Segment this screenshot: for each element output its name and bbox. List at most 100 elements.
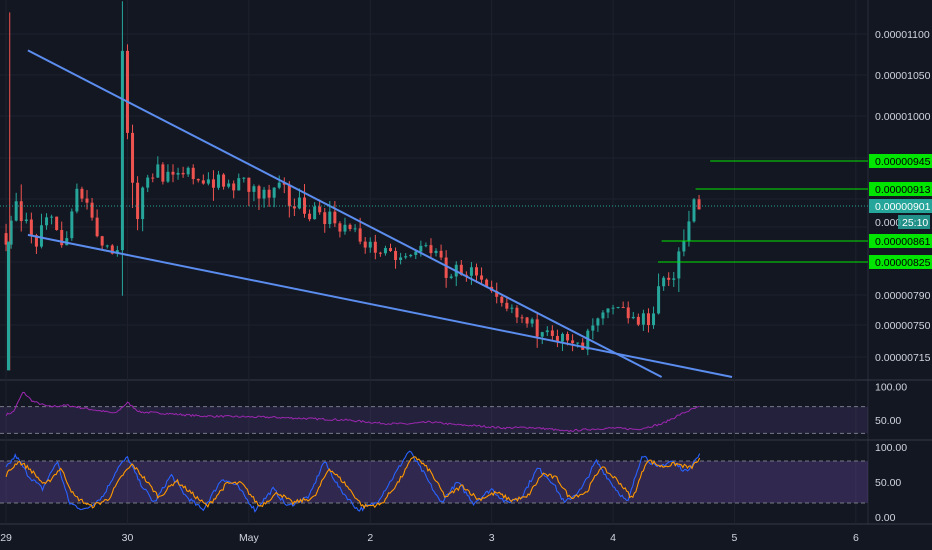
trendlines[interactable] [27,49,733,378]
candle-body [601,312,605,319]
candle-body [29,219,33,236]
candle-body [328,211,332,225]
trendline-upper [27,49,663,378]
current-price-badge [869,199,932,213]
candle-body [14,201,18,221]
x-tick-label: 6 [853,532,859,544]
candle-body [55,216,59,231]
candle-body [308,213,312,220]
y-tick-label-clipped: 0.000 [875,217,901,229]
candle-body [222,174,226,187]
candle-body [196,179,200,181]
candle-body [444,257,448,278]
candle-body [358,228,362,242]
level-badge [869,182,932,196]
horizontal-levels[interactable] [0,160,868,263]
candle-body [646,313,650,326]
candle-body [277,182,281,188]
candle-body [626,307,630,319]
y-tick-label: 0.00000715 [875,352,931,364]
candle-body [252,186,256,192]
candle-body [156,164,160,178]
candle-body [272,187,276,198]
candle-body [4,233,8,245]
candle-body [378,252,382,254]
candle-body [201,180,205,184]
stoch-tick-label: 0.00 [875,512,896,524]
candle-body [353,228,357,230]
countdown-text: 25:10 [902,217,928,229]
candle-body [85,198,89,203]
candle-body [151,177,155,179]
candle-body [45,217,49,226]
candle-body [480,275,484,280]
candle-body [500,296,504,303]
candle-body [257,186,261,199]
candle-body [176,172,180,175]
candle-body [338,223,342,232]
candle-body [166,171,170,182]
trendline-lower [27,233,733,378]
candle-body [404,256,408,258]
candle-body [313,206,317,220]
candlestick-series [4,1,701,371]
candle-body [343,224,347,232]
candle-body [287,184,291,207]
candle-body [217,174,221,188]
candle-body [24,219,28,222]
candle-body [297,197,301,209]
candle-body [616,307,620,309]
y-tick-label: 0.00001100 [875,29,930,41]
candle-body [429,245,433,254]
candle-body [6,241,10,371]
candle-body [636,316,640,325]
candle-body [652,313,656,326]
candle-body [682,240,686,252]
level-badge [869,234,932,248]
candle-body [95,217,99,237]
candle-body [388,248,392,251]
candle-body [555,335,559,342]
candle-body [146,177,150,188]
level-badge-text: 0.00000913 [875,184,931,196]
candle-body [525,317,529,324]
candle-body [363,241,367,248]
stoch-tick-label: 50.00 [875,477,901,489]
candle-body [672,278,676,280]
candle-body [576,342,580,344]
candle-body [50,216,54,218]
candle-body [520,317,524,319]
candle-body [515,307,519,318]
candle-body [161,164,165,182]
candle-body [591,325,595,331]
candle-body [505,302,509,309]
candle-body [530,319,534,324]
candle-body [485,279,489,287]
candle-body [136,182,140,220]
x-tick-label: 30 [122,532,134,544]
candle-body [348,224,352,230]
candle-body [186,167,190,175]
candle-body [641,313,645,325]
candle-body [125,50,129,133]
candle-body [368,241,372,248]
rsi-tick-label: 100.00 [875,382,907,394]
price-badges: 0.00000945 0.00000913 0.00000861 0.00000825… [869,154,932,269]
candle-body [611,307,615,309]
candle-body [631,316,635,319]
candle-body [191,167,195,180]
candle-body [560,333,564,342]
price-axis[interactable] [868,0,932,550]
level-badge [869,154,932,168]
candle-body [80,188,84,199]
x-tick-label: 4 [610,532,616,544]
countdown-badge [898,215,930,229]
plot-area[interactable] [0,0,868,550]
candle-body [545,330,549,333]
current-price-text: 0.00000901 [875,201,931,213]
candle-body [550,330,554,336]
candle-body [399,257,403,260]
stoch-tick-label: 100.00 [875,442,907,454]
